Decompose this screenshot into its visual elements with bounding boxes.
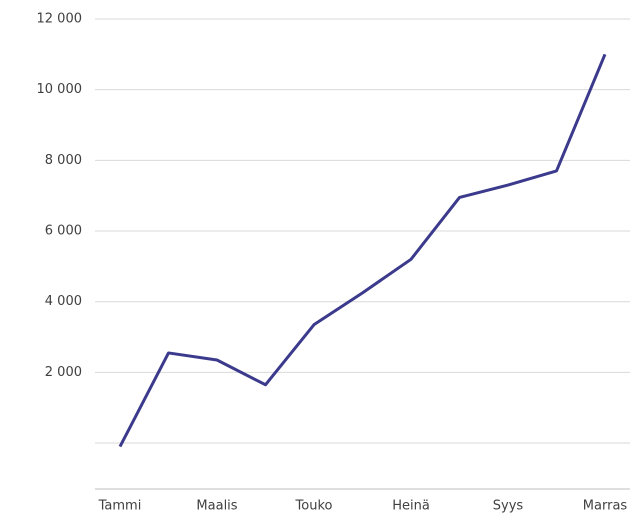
y-tick-label: 4 000 [45, 294, 82, 309]
y-tick-label: 8 000 [45, 153, 82, 168]
y-tick-label: 10 000 [37, 82, 83, 97]
x-tick-label: Touko [295, 499, 333, 514]
x-tick-label: Tammi [98, 499, 142, 514]
y-tick-label: 12 000 [37, 12, 83, 27]
line-series [118, 53, 607, 448]
x-tick-label: Maalis [196, 499, 237, 514]
y-tick-label: 6 000 [45, 224, 82, 239]
x-tick-label: Syys [493, 499, 524, 514]
x-tick-label: Marras [583, 499, 628, 514]
y-tick-label: 2 000 [45, 365, 82, 380]
x-tick-label: Heinä [392, 499, 430, 514]
